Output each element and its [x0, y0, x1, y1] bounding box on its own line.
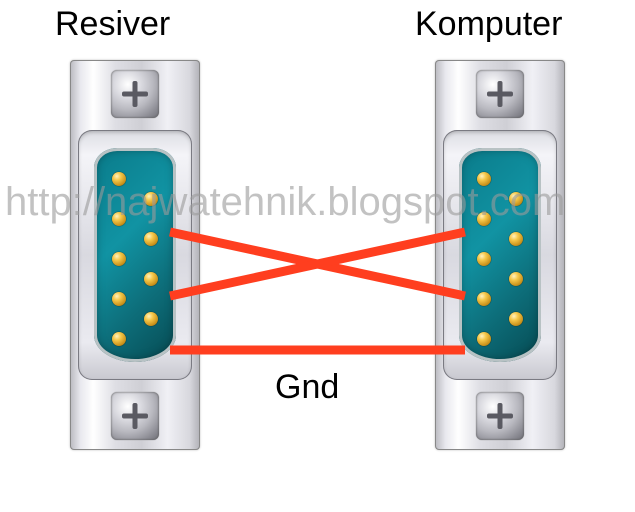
label-right-title: Komputer — [415, 5, 562, 44]
connector-left-dsub — [94, 148, 176, 362]
pin-icon — [112, 292, 126, 306]
label-gnd: Gnd — [275, 368, 339, 407]
connector-right-dsub — [459, 148, 541, 362]
pin-icon — [144, 272, 158, 286]
screw-icon — [111, 392, 159, 440]
pin-icon — [509, 192, 523, 206]
pin-icon — [477, 292, 491, 306]
pin-icon — [112, 172, 126, 186]
screw-icon — [111, 70, 159, 118]
pin-icon — [477, 332, 491, 346]
pin-icon — [144, 232, 158, 246]
pin-icon — [144, 192, 158, 206]
pin-icon — [112, 332, 126, 346]
pin-icon — [477, 172, 491, 186]
screw-icon — [476, 392, 524, 440]
wire-cross-1 — [170, 232, 465, 296]
screw-icon — [476, 70, 524, 118]
pin-icon — [144, 312, 158, 326]
pin-icon — [509, 312, 523, 326]
connector-left — [70, 60, 200, 450]
pin-icon — [477, 252, 491, 266]
pin-icon — [509, 272, 523, 286]
pin-icon — [477, 212, 491, 226]
label-left-title: Resiver — [55, 5, 170, 44]
wire-cross-2 — [170, 232, 465, 296]
pin-icon — [112, 252, 126, 266]
pin-icon — [509, 232, 523, 246]
pin-icon — [112, 212, 126, 226]
connector-right — [435, 60, 565, 450]
